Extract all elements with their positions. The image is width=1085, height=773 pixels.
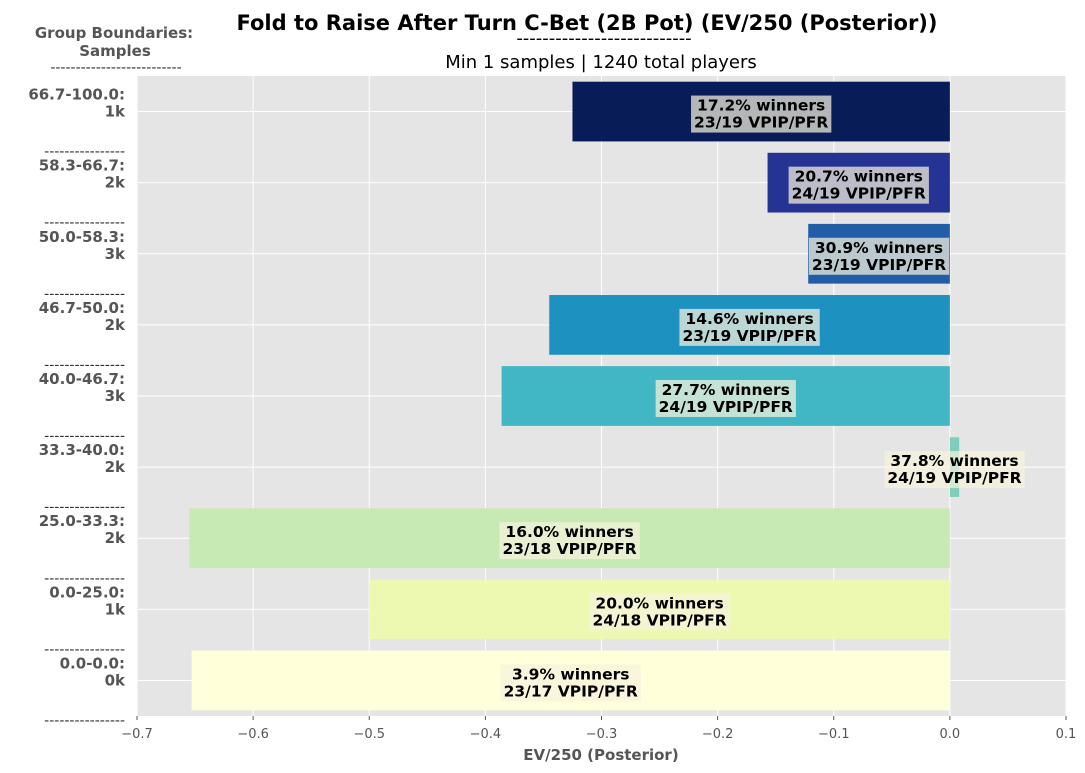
row-label-range: 0.0-0.0: <box>60 654 125 672</box>
bar-label-box <box>788 166 929 204</box>
bar-label-vpip: 24/19 VPIP/PFR <box>887 469 1021 487</box>
row-label-samples: 2k <box>105 458 126 476</box>
row-separator: ---------------- <box>44 429 125 445</box>
bar-label-box <box>691 95 832 133</box>
row-label-samples: 1k <box>105 600 126 618</box>
x-tick-label: −0.1 <box>818 727 850 742</box>
row-label-range: 40.0-46.7: <box>39 370 125 388</box>
bar-label-winners: 16.0% winners <box>505 523 633 541</box>
x-axis-label: EV/250 (Posterior) <box>523 746 678 764</box>
bar-label-box <box>589 593 730 631</box>
ylabel-header-line2: Samples <box>79 42 151 60</box>
bar-label-box <box>808 237 950 275</box>
bar-label-box <box>884 451 1025 489</box>
bar-label-box <box>499 522 640 560</box>
row-labels: 66.7-100.0:1k----------------58.3-66.7:2… <box>28 86 126 729</box>
row-label-range: 66.7-100.0: <box>28 86 125 104</box>
x-tick-label: −0.4 <box>470 727 502 742</box>
row-label-samples: 0k <box>105 671 126 689</box>
row-separator: ---------------- <box>44 713 125 729</box>
bar-label-vpip: 23/17 VPIP/PFR <box>504 682 638 700</box>
bar-label-vpip: 23/19 VPIP/PFR <box>682 327 816 345</box>
row-label-samples: 2k <box>105 174 126 192</box>
bar-label-vpip: 23/19 VPIP/PFR <box>812 256 946 274</box>
bar-label-winners: 14.6% winners <box>685 310 813 328</box>
x-tick-label: −0.5 <box>353 727 385 742</box>
bar-label-vpip: 23/18 VPIP/PFR <box>502 540 636 558</box>
x-tick-label: −0.2 <box>702 727 734 742</box>
row-separator: ---------------- <box>44 642 125 658</box>
row-label-samples: 1k <box>105 103 126 121</box>
bar-label-box <box>679 308 820 346</box>
bar-label-box <box>500 664 641 702</box>
row-label-range: 33.3-40.0: <box>39 441 125 459</box>
row-separator: ---------------- <box>44 215 125 231</box>
row-label-range: 46.7-50.0: <box>39 299 125 317</box>
ylabel-header-line1: Group Boundaries: <box>35 24 193 42</box>
title-underline: --------------------------- <box>516 28 691 49</box>
bar-label-winners: 30.9% winners <box>815 239 943 257</box>
x-axis-ticks: −0.7 −0.6 −0.5 −0.4 −0.3 −0.2 −0.1 0.0 0.1 <box>121 716 1076 742</box>
bar-label-winners: 27.7% winners <box>662 381 790 399</box>
bar-label-box <box>655 380 796 417</box>
x-tick-label: 0.1 <box>1056 727 1077 742</box>
row-label-samples: 2k <box>105 529 126 547</box>
x-tick-label: −0.6 <box>237 727 269 742</box>
bar-label-winners: 3.9% winners <box>512 665 629 683</box>
row-label-range: 0.0-25.0: <box>49 583 125 601</box>
row-separator: ---------------- <box>44 144 125 160</box>
x-tick-label: −0.3 <box>586 727 618 742</box>
bar-label-vpip: 23/19 VPIP/PFR <box>694 114 828 132</box>
x-tick-label: −0.7 <box>121 727 153 742</box>
row-separator: ---------------- <box>44 286 125 302</box>
x-tick-label: 0.0 <box>940 727 961 742</box>
row-label-range: 50.0-58.3: <box>39 228 125 246</box>
ylabel-header-underline: -------------------------- <box>50 60 181 76</box>
chart-subtitle: Min 1 samples | 1240 total players <box>445 52 757 73</box>
row-label-samples: 2k <box>105 316 126 334</box>
row-label-samples: 3k <box>105 245 126 263</box>
row-separator: ---------------- <box>44 571 125 587</box>
row-separator: ---------------- <box>44 357 125 373</box>
bar-label-winners: 20.0% winners <box>595 594 723 612</box>
bar-label-vpip: 24/19 VPIP/PFR <box>659 398 793 416</box>
bar-label-winners: 17.2% winners <box>697 97 825 115</box>
chart-title: Fold to Raise After Turn C-Bet (2B Pot) … <box>237 11 938 35</box>
bar-label-winners: 37.8% winners <box>890 452 1018 470</box>
row-label-range: 25.0-33.3: <box>39 512 125 530</box>
row-label-samples: 3k <box>105 387 126 405</box>
bar-label-vpip: 24/18 VPIP/PFR <box>592 611 726 629</box>
bar-label-winners: 20.7% winners <box>795 168 923 186</box>
bar-label-vpip: 24/19 VPIP/PFR <box>792 185 926 203</box>
row-label-range: 58.3-66.7: <box>39 157 125 175</box>
row-separator: ---------------- <box>44 500 125 516</box>
